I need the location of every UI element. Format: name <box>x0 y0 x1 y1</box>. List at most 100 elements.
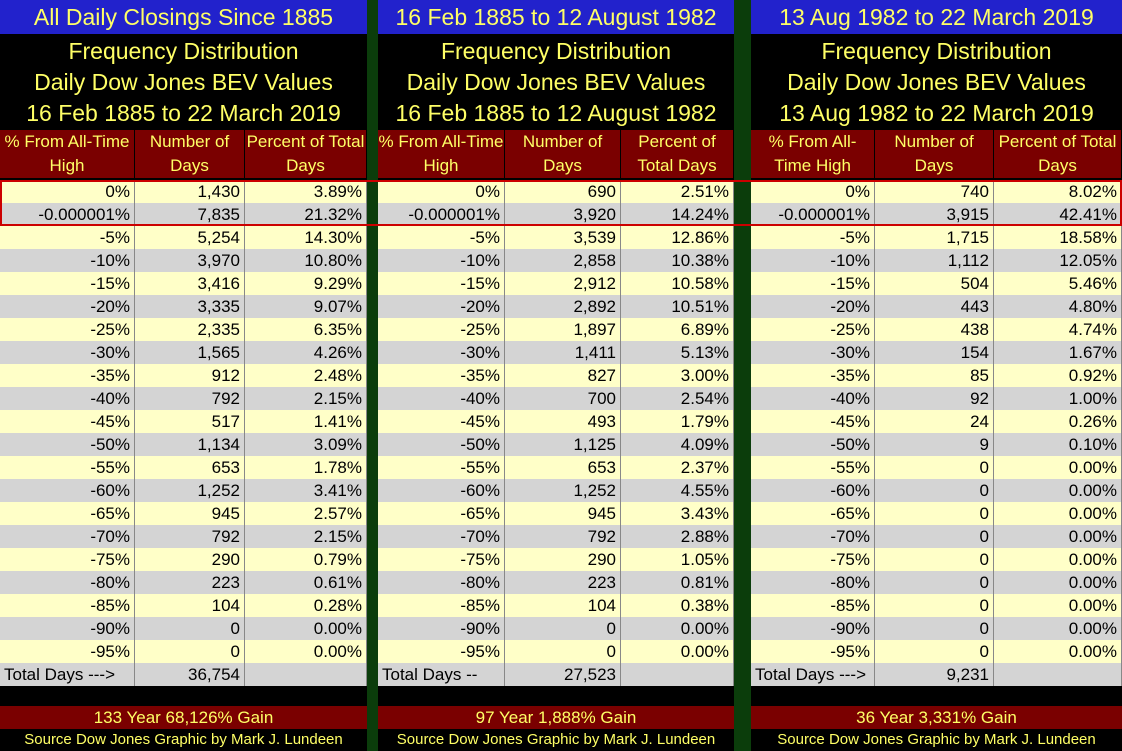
table-cell: 3.89% <box>245 180 367 203</box>
table-row: -35% 85 0.92% <box>751 364 1122 387</box>
table-cell: 4.55% <box>621 479 734 502</box>
table-cell: -55% <box>378 456 505 479</box>
table-row: -35% 827 3.00% <box>378 364 734 387</box>
table-cell: 0.00% <box>994 617 1122 640</box>
table-cell: 4.80% <box>994 295 1122 318</box>
table-cell: 2.15% <box>245 387 367 410</box>
column-header: Number of Days <box>505 130 621 178</box>
table-cell: 85 <box>875 364 994 387</box>
table-row: -5% 1,715 18.58% <box>751 226 1122 249</box>
table-row: -50% 9 0.10% <box>751 433 1122 456</box>
table-cell: 0 <box>875 640 994 663</box>
table-cell: 517 <box>135 410 245 433</box>
table-cell: 0% <box>751 180 875 203</box>
total-value: 27,523 <box>505 663 621 686</box>
table-row: -80% 223 0.81% <box>378 571 734 594</box>
subtitle-line: 16 Feb 1885 to 12 August 1982 <box>395 100 717 126</box>
table-cell: 42.41% <box>994 203 1122 226</box>
table-cell: 3,970 <box>135 249 245 272</box>
table-cell: -50% <box>378 433 505 456</box>
table-cell: -0.000001% <box>751 203 875 226</box>
total-blank <box>994 663 1122 686</box>
table-cell: -50% <box>751 433 875 456</box>
table-cell: 2,858 <box>505 249 621 272</box>
table-cell: 6.35% <box>245 318 367 341</box>
table-row: -25% 1,897 6.89% <box>378 318 734 341</box>
table-cell: 5.13% <box>621 341 734 364</box>
table-cell: 14.30% <box>245 226 367 249</box>
table-cell: 700 <box>505 387 621 410</box>
table-cell: 2.37% <box>621 456 734 479</box>
table-cell: -20% <box>378 295 505 318</box>
table-row: -80% 223 0.61% <box>0 571 367 594</box>
table-cell: 792 <box>135 387 245 410</box>
total-label: Total Days -- <box>378 663 505 686</box>
column-header: % From All-Time High <box>378 130 505 178</box>
table-cell: 14.24% <box>621 203 734 226</box>
table-cell: 12.86% <box>621 226 734 249</box>
table-cell: -90% <box>0 617 135 640</box>
table-cell: -30% <box>0 341 135 364</box>
table-cell: -90% <box>378 617 505 640</box>
table-row: -30% 1,411 5.13% <box>378 341 734 364</box>
total-label: Total Days ---> <box>0 663 135 686</box>
table-cell: -95% <box>751 640 875 663</box>
table-cell: 1.00% <box>994 387 1122 410</box>
table-row: -30% 154 1.67% <box>751 341 1122 364</box>
table-cell: 0.00% <box>994 502 1122 525</box>
table-cell: 1,565 <box>135 341 245 364</box>
table-cell: -0.000001% <box>0 203 135 226</box>
table-cell: -15% <box>751 272 875 295</box>
table-cell: 3,335 <box>135 295 245 318</box>
panel-1885-1982: 16 Feb 1885 to 12 August 1982 Frequency D… <box>378 0 734 751</box>
table-row: -40% 700 2.54% <box>378 387 734 410</box>
table-cell: 0 <box>875 456 994 479</box>
table-cell: 223 <box>135 571 245 594</box>
table-row: 0% 1,430 3.89% <box>0 180 367 203</box>
table-cell: 1,430 <box>135 180 245 203</box>
table-cell: 2,892 <box>505 295 621 318</box>
table-cell: 5,254 <box>135 226 245 249</box>
table-cell: 504 <box>875 272 994 295</box>
table-row: -70% 792 2.88% <box>378 525 734 548</box>
table-cell: 653 <box>135 456 245 479</box>
table-cell: -40% <box>0 387 135 410</box>
table-cell: 9 <box>875 433 994 456</box>
table-cell: 2.54% <box>621 387 734 410</box>
table-cell: -15% <box>0 272 135 295</box>
table-cell: 0 <box>505 617 621 640</box>
table-cell: 290 <box>505 548 621 571</box>
subtitle-line: Daily Dow Jones BEV Values <box>34 69 333 95</box>
table-row: 0% 690 2.51% <box>378 180 734 203</box>
table-cell: -75% <box>751 548 875 571</box>
table-row: -90% 0 0.00% <box>751 617 1122 640</box>
table-row: -55% 653 1.78% <box>0 456 367 479</box>
table-cell: 0 <box>875 617 994 640</box>
table-cell: 740 <box>875 180 994 203</box>
table-cell: 1.78% <box>245 456 367 479</box>
table-cell: -60% <box>0 479 135 502</box>
table-cell: -65% <box>751 502 875 525</box>
table-cell: 3,416 <box>135 272 245 295</box>
column-header: Number of Days <box>875 130 994 178</box>
table-cell: 653 <box>505 456 621 479</box>
table-cell: 10.51% <box>621 295 734 318</box>
table-cell: 4.74% <box>994 318 1122 341</box>
table-cell: 1.79% <box>621 410 734 433</box>
subtitle-line: Daily Dow Jones BEV Values <box>406 69 706 95</box>
total-label: Total Days ---> <box>751 663 875 686</box>
table-cell: -20% <box>751 295 875 318</box>
table-cell: 4.26% <box>245 341 367 364</box>
table-cell: 1,134 <box>135 433 245 456</box>
table-cell: 0.00% <box>994 525 1122 548</box>
table-cell: -0.000001% <box>378 203 505 226</box>
table-cell: 0 <box>875 594 994 617</box>
table-cell: 2.15% <box>245 525 367 548</box>
table-row: -10% 1,112 12.05% <box>751 249 1122 272</box>
table-cell: 0% <box>378 180 505 203</box>
table-cell: -55% <box>751 456 875 479</box>
table-cell: 10.38% <box>621 249 734 272</box>
table-cell: -40% <box>378 387 505 410</box>
total-row: Total Days -- 27,523 <box>378 663 734 686</box>
table-cell: -45% <box>378 410 505 433</box>
